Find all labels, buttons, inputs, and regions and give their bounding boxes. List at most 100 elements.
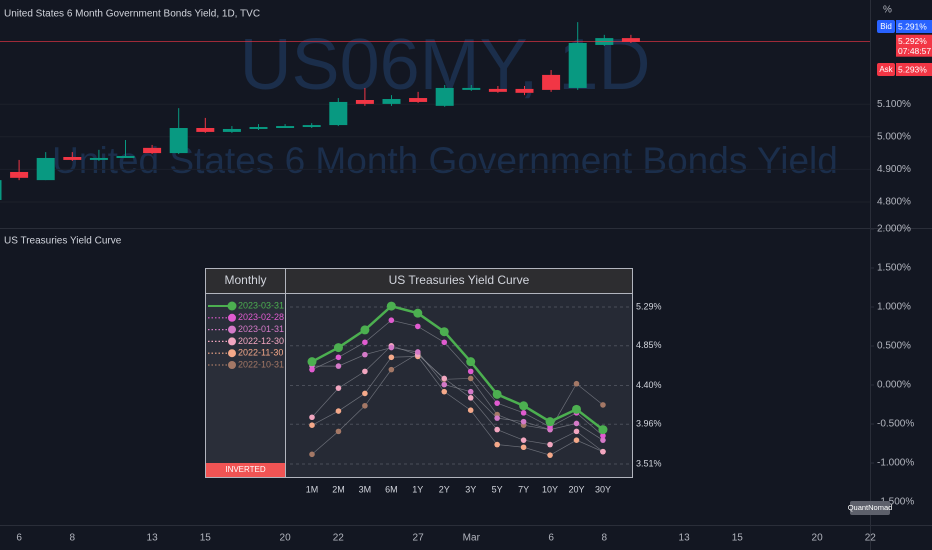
indicator-tick-label: 0.500% xyxy=(877,341,911,352)
tenor-label: 5Y xyxy=(492,484,503,494)
ask-tag-label: Ask xyxy=(879,65,893,74)
yield-point xyxy=(519,401,529,411)
yield-tick-label: 5.29% xyxy=(636,301,662,311)
candle-body xyxy=(10,171,29,178)
yield-tick-label: 3.96% xyxy=(636,419,662,429)
header-left-cell xyxy=(206,269,285,293)
yield-point xyxy=(573,428,580,435)
candle-body xyxy=(0,180,2,200)
indicator-tick-label: -0.500% xyxy=(877,419,914,430)
x-tick-label: 8 xyxy=(70,533,76,544)
tenor-label: 30Y xyxy=(595,484,611,494)
legend-marker xyxy=(228,325,236,334)
yield-point xyxy=(309,414,315,421)
yield-point xyxy=(362,390,368,397)
yield-point xyxy=(388,366,395,373)
candle-body xyxy=(89,157,108,160)
legend-label: 2023-01-31 xyxy=(238,324,284,334)
yield-tick-label: 4.85% xyxy=(636,340,662,350)
yield-point xyxy=(547,441,553,448)
candle-body xyxy=(222,128,241,132)
quotes: Bid 5.291% 5.292%07:48:57 Ask 5.293% xyxy=(877,20,932,76)
yield-point xyxy=(362,368,368,375)
yield-point xyxy=(333,343,343,353)
yield-point xyxy=(388,317,395,324)
legend-label: 2023-03-31 xyxy=(238,300,284,310)
candle-body xyxy=(116,156,135,158)
last-price: 5.292% xyxy=(898,36,927,46)
y-tick-label: 5.100% xyxy=(877,99,911,110)
yield-point xyxy=(494,441,500,448)
yield-point xyxy=(362,351,368,358)
yield-point xyxy=(520,410,527,416)
yield-point xyxy=(335,428,342,435)
yield-point xyxy=(547,452,553,458)
candle-body xyxy=(276,126,295,129)
yield-point xyxy=(386,301,396,311)
yield-point xyxy=(360,325,370,335)
x-tick-label: 15 xyxy=(732,533,744,544)
yield-point xyxy=(466,357,476,367)
yield-table: Monthly US Treasuries Yield Curve INVERT… xyxy=(205,268,662,494)
candle-body xyxy=(621,38,640,42)
y-tick-label: 4.900% xyxy=(877,164,911,175)
ask-tag xyxy=(877,63,895,76)
status-text: INVERTED xyxy=(225,465,266,474)
candle-body xyxy=(143,147,162,154)
yield-curve xyxy=(311,356,604,456)
yield-point xyxy=(441,339,448,346)
x-tick-label: 8 xyxy=(602,533,608,544)
yield-tick-label: 4.40% xyxy=(636,380,662,390)
bid-tag-label: Bid xyxy=(880,22,892,31)
ask-price-box xyxy=(896,63,932,76)
yield-point xyxy=(520,437,527,443)
yield-point xyxy=(494,426,500,433)
legend-label: 2022-11-30 xyxy=(238,348,283,358)
yield-point xyxy=(545,417,555,427)
tenor-label: 3M xyxy=(359,484,372,494)
tenor-label: 7Y xyxy=(518,484,529,494)
unit-label: % xyxy=(883,5,892,16)
yield-point xyxy=(600,432,606,439)
indicator-tick-label: 1.000% xyxy=(877,302,911,313)
candle-body xyxy=(568,42,587,88)
candle-body xyxy=(355,99,374,104)
indicator-label: US Treasuries Yield Curve xyxy=(4,236,122,247)
candle-body xyxy=(302,125,321,128)
yield-point xyxy=(335,408,342,414)
table-title: US Treasuries Yield Curve xyxy=(389,273,530,287)
status-cell xyxy=(206,463,285,477)
candles: 5.100% 5.000% 4.900% 4.800% 2.000% 1.500% 1.00… xyxy=(0,22,914,544)
countdown: 07:48:57 xyxy=(898,46,931,56)
yield-point xyxy=(572,404,581,414)
tenor-label: 2Y xyxy=(439,484,450,494)
yield-point xyxy=(335,363,342,369)
yield-point xyxy=(415,323,421,330)
yield-point xyxy=(467,407,474,413)
tenor-label: 6M xyxy=(385,484,398,494)
legend-marker xyxy=(227,301,237,311)
legend-marker xyxy=(228,361,236,369)
yield-point xyxy=(335,354,342,361)
yield-point xyxy=(600,402,606,408)
yield-point xyxy=(600,448,606,455)
header-title-cell xyxy=(286,269,632,293)
yield-point xyxy=(520,418,527,425)
candle-body xyxy=(488,88,507,92)
bid-tag xyxy=(877,20,895,33)
candle-body xyxy=(249,127,268,129)
yield-point xyxy=(494,400,500,406)
candle-body xyxy=(196,128,215,132)
yield-point xyxy=(494,415,500,421)
tenor-label: 2M xyxy=(332,484,345,494)
yield-point xyxy=(441,388,448,395)
yield-point xyxy=(467,375,474,382)
yield-point xyxy=(388,354,395,361)
badge-box xyxy=(850,501,890,515)
candle-body xyxy=(542,74,561,90)
x-tick-label: 6 xyxy=(548,533,554,544)
yield-point xyxy=(309,451,315,458)
x-tick-label: 22 xyxy=(865,533,877,544)
legend-label: 2023-02-28 xyxy=(238,312,284,322)
yield-point xyxy=(388,344,395,351)
